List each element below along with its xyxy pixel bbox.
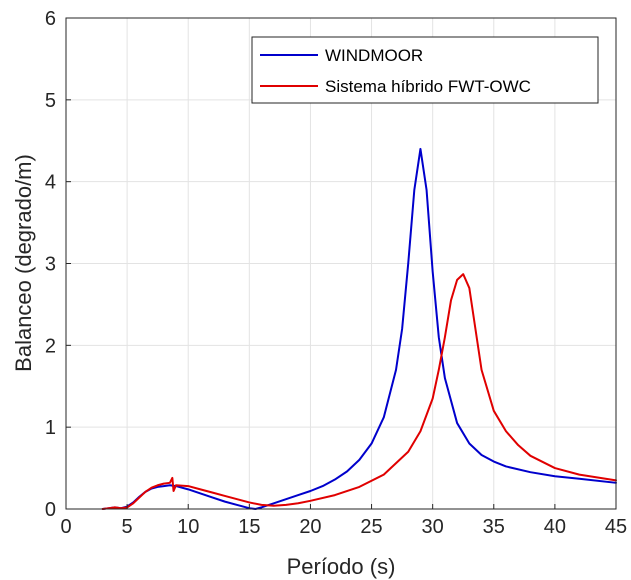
x-tick-label: 15	[238, 516, 260, 538]
y-tick-label: 3	[45, 254, 56, 276]
legend-box	[251, 36, 599, 104]
x-tick-label: 30	[422, 516, 444, 538]
y-tick-label: 1	[45, 417, 56, 439]
x-tick-label: 25	[360, 516, 382, 538]
y-tick-label: 5	[45, 90, 56, 112]
x-tick-label: 10	[177, 516, 199, 538]
x-tick-label: 5	[122, 516, 133, 538]
x-tick-label: 35	[483, 516, 505, 538]
y-tick-label: 6	[45, 8, 56, 30]
legend-label-windmoor: WINDMOOR	[325, 46, 423, 65]
x-tick-label: 45	[605, 516, 627, 538]
legend: WINDMOOR Sistema híbrido FWT-OWC	[251, 36, 599, 104]
series-lines	[101, 147, 617, 510]
y-axis-title: Balanceo (degrado/m)	[11, 154, 36, 372]
series-line-hibrido	[101, 273, 617, 510]
x-tick-label: 0	[60, 516, 71, 538]
y-tick-label: 0	[45, 499, 56, 521]
y-tick-label: 4	[45, 172, 56, 194]
x-tick-label: 20	[299, 516, 321, 538]
legend-label-hibrido: Sistema híbrido FWT-OWC	[325, 77, 531, 96]
x-tick-label: 40	[544, 516, 566, 538]
y-tick-label: 2	[45, 335, 56, 357]
x-axis-title: Período (s)	[287, 554, 396, 579]
